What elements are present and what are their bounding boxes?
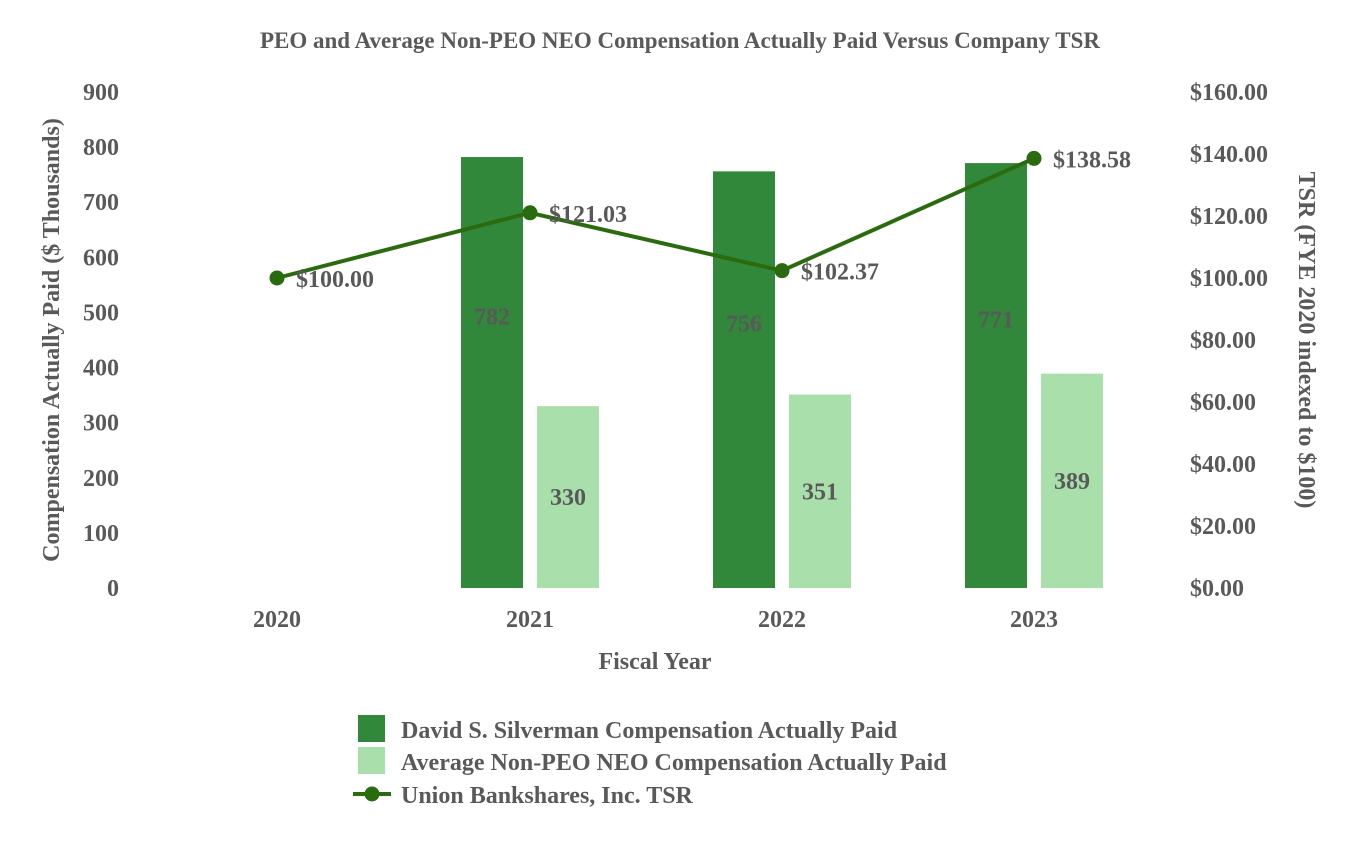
right-tick-label: $160.00	[1190, 80, 1268, 106]
tsr-point	[522, 205, 538, 221]
left-tick-label: 800	[83, 135, 119, 161]
right-tick-label: $60.00	[1190, 390, 1256, 416]
left-tick-label: 100	[83, 521, 119, 547]
left-tick-label: 600	[83, 245, 119, 271]
legend-label: Average Non-PEO NEO Compensation Actuall…	[401, 750, 947, 776]
tsr-point-label: $138.58	[1053, 147, 1131, 173]
tsr-point-label: $100.00	[296, 267, 374, 293]
tsr-point	[269, 270, 285, 286]
tsr-line	[276, 156, 1035, 280]
chart-title: PEO and Average Non-PEO NEO Compensation…	[260, 28, 1100, 53]
right-tick-label: $100.00	[1190, 266, 1268, 292]
right-tick-label: $80.00	[1190, 328, 1256, 354]
tsr-data-labels: $100.00 $121.03 $102.37 $138.58	[296, 147, 1131, 293]
legend-label: David S. Silverman Compensation Actually…	[401, 718, 898, 744]
non-peo-bar-label: 351	[802, 479, 838, 505]
left-tick-label: 300	[83, 411, 119, 437]
x-tick-label: 2022	[758, 607, 806, 633]
legend: David S. Silverman Compensation Actually…	[353, 715, 947, 809]
left-tick-label: 700	[83, 190, 119, 216]
legend-label: Union Bankshares, Inc. TSR	[401, 783, 694, 809]
right-tick-label: $40.00	[1190, 452, 1256, 478]
tsr-point-label: $121.03	[549, 202, 627, 228]
x-axis-title: Fiscal Year	[598, 649, 711, 675]
right-tick-label: $0.00	[1190, 576, 1244, 602]
non-peo-cap-bar	[1041, 373, 1103, 588]
x-tick-label: 2023	[1010, 607, 1058, 633]
right-axis-title: TSR (FYE 2020 indexed to $100)	[1293, 172, 1319, 509]
x-tick-label: 2021	[506, 607, 554, 633]
non-peo-cap-bar	[537, 406, 599, 588]
x-axis-ticks: 2020 2021 2022 2023	[253, 607, 1058, 633]
peo-cap-bar	[965, 163, 1027, 589]
peo-cap-bar	[713, 171, 775, 589]
left-tick-label: 500	[83, 300, 119, 326]
left-axis-ticks: 0 100 200 300 400 500 600 700 800 900	[83, 80, 119, 602]
right-tick-label: $140.00	[1190, 142, 1268, 168]
non-peo-bar-label: 330	[550, 485, 586, 511]
left-tick-label: 0	[107, 576, 119, 602]
legend-peo-swatch	[358, 715, 385, 742]
right-axis-ticks: $0.00 $20.00 $40.00 $60.00 $80.00 $100.00 $120…	[1190, 80, 1268, 602]
tsr-point	[1026, 150, 1042, 166]
tsr-line-series	[269, 150, 1042, 286]
peo-bar-label: 782	[474, 305, 510, 331]
left-axis-title: Compensation Actually Paid ($ Thousands)	[39, 118, 65, 562]
non-peo-bar-label: 389	[1054, 469, 1090, 495]
peo-bar-label: 756	[726, 312, 762, 338]
bar-data-labels: 782 756 771 330 351 389	[474, 305, 1090, 512]
tsr-point	[774, 263, 790, 279]
right-tick-label: $20.00	[1190, 514, 1256, 540]
x-tick-label: 2020	[253, 607, 301, 633]
left-tick-label: 400	[83, 356, 119, 382]
non-peo-cap-bar	[789, 394, 851, 588]
left-tick-label: 900	[83, 80, 119, 106]
right-tick-label: $120.00	[1190, 204, 1268, 230]
peo-bar-label: 771	[978, 308, 1014, 334]
legend-tsr-marker	[364, 786, 380, 802]
legend-non-peo-swatch	[358, 747, 385, 774]
bar-series	[461, 157, 1103, 589]
tsr-point-label: $102.37	[801, 260, 879, 286]
left-tick-label: 200	[83, 466, 119, 492]
